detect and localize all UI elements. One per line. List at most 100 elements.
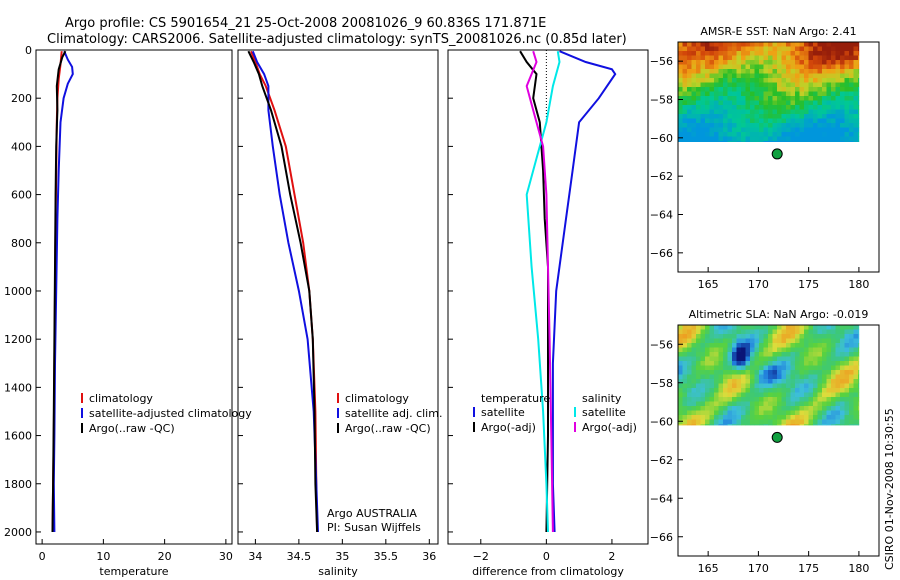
field-cell: [696, 356, 701, 362]
field-cell: [799, 419, 805, 425]
field-cell: [750, 374, 755, 380]
field-cell: [768, 105, 773, 110]
field-cell: [777, 91, 782, 97]
field-cell: [822, 118, 827, 124]
field-cell: [736, 141, 742, 142]
field-cell: [727, 365, 733, 371]
field-cell: [705, 96, 710, 101]
field-cell: [853, 388, 859, 393]
field-cell: [795, 136, 800, 142]
field-cell: [705, 356, 710, 362]
field-cell: [741, 114, 746, 119]
field-cell: [840, 82, 845, 88]
field-cell: [804, 118, 809, 124]
field-cell: [723, 338, 728, 344]
legend-label: satellite-adjusted climatology: [89, 407, 252, 420]
field-cell: [790, 42, 796, 47]
field-cell: [736, 100, 742, 106]
field-cell: [687, 352, 692, 357]
field-cell: [763, 347, 769, 353]
field-cell: [786, 78, 791, 83]
field-cell: [754, 352, 760, 357]
field-cell: [741, 334, 746, 339]
field-cell: [772, 379, 778, 384]
field-cell: [723, 123, 728, 128]
field-cell: [736, 132, 742, 137]
field-cell: [835, 60, 841, 65]
field-cell: [714, 406, 719, 411]
field-cell: [723, 334, 728, 339]
field-cell: [700, 78, 706, 83]
field-cell: [799, 397, 805, 402]
field-cell: [696, 132, 701, 137]
field-cell: [750, 401, 755, 407]
field-cell: [786, 424, 791, 426]
field-cell: [813, 406, 818, 411]
field-cell: [759, 424, 764, 426]
field-cell: [723, 87, 728, 92]
field-cell: [714, 334, 719, 339]
field-cell: [808, 401, 814, 407]
field-cell: [687, 338, 692, 344]
field-cell: [817, 82, 823, 88]
field-cell: [759, 410, 764, 416]
field-cell: [745, 42, 751, 47]
field-cell: [691, 136, 697, 142]
field-cell: [678, 325, 683, 330]
field-cell: [840, 141, 845, 142]
field-cell: [691, 127, 697, 133]
field-cell: [732, 397, 737, 402]
field-cell: [795, 379, 800, 384]
field-cell: [732, 132, 737, 137]
field-cell: [808, 374, 814, 380]
field-cell: [772, 392, 778, 398]
field-cell: [826, 118, 832, 124]
field-cell: [750, 325, 755, 330]
field-cell: [759, 118, 764, 124]
field-cell: [835, 406, 841, 411]
field-cell: [691, 105, 697, 110]
field-cell: [777, 397, 782, 402]
field-cell: [835, 82, 841, 88]
field-cell: [781, 46, 787, 52]
field-cell: [754, 73, 760, 79]
field-cell: [687, 105, 692, 110]
field-cell: [831, 109, 836, 115]
field-cell: [777, 419, 782, 425]
field-cell: [808, 42, 814, 47]
field-cell: [808, 100, 814, 106]
field-cell: [718, 87, 724, 92]
field-cell: [786, 388, 791, 393]
field-cell: [691, 401, 697, 407]
field-cell: [727, 325, 733, 330]
x-tick-label: 30: [219, 550, 233, 563]
field-cell: [759, 356, 764, 362]
field-cell: [781, 361, 787, 366]
field-cell: [750, 406, 755, 411]
field-cell: [808, 132, 814, 137]
field-cell: [772, 347, 778, 353]
field-cell: [709, 356, 715, 362]
field-cell: [682, 114, 688, 119]
field-cell: [817, 356, 823, 362]
field-cell: [795, 118, 800, 124]
field-cell: [750, 343, 755, 348]
field-cell: [754, 132, 760, 137]
field-cell: [844, 105, 850, 110]
field-cell: [759, 123, 764, 128]
field-cell: [831, 361, 836, 366]
field-cell: [682, 410, 688, 416]
field-cell: [696, 361, 701, 366]
field-cell: [790, 356, 796, 362]
field-cell: [727, 352, 733, 357]
field-cell: [696, 64, 701, 70]
field-cell: [709, 141, 715, 142]
field-cell: [759, 365, 764, 371]
field-cell: [682, 69, 688, 74]
field-cell: [826, 392, 832, 398]
field-cell: [804, 325, 809, 330]
field-cell: [777, 392, 782, 398]
field-cell: [682, 42, 688, 47]
field-cell: [727, 127, 733, 133]
field-cell: [813, 338, 818, 344]
